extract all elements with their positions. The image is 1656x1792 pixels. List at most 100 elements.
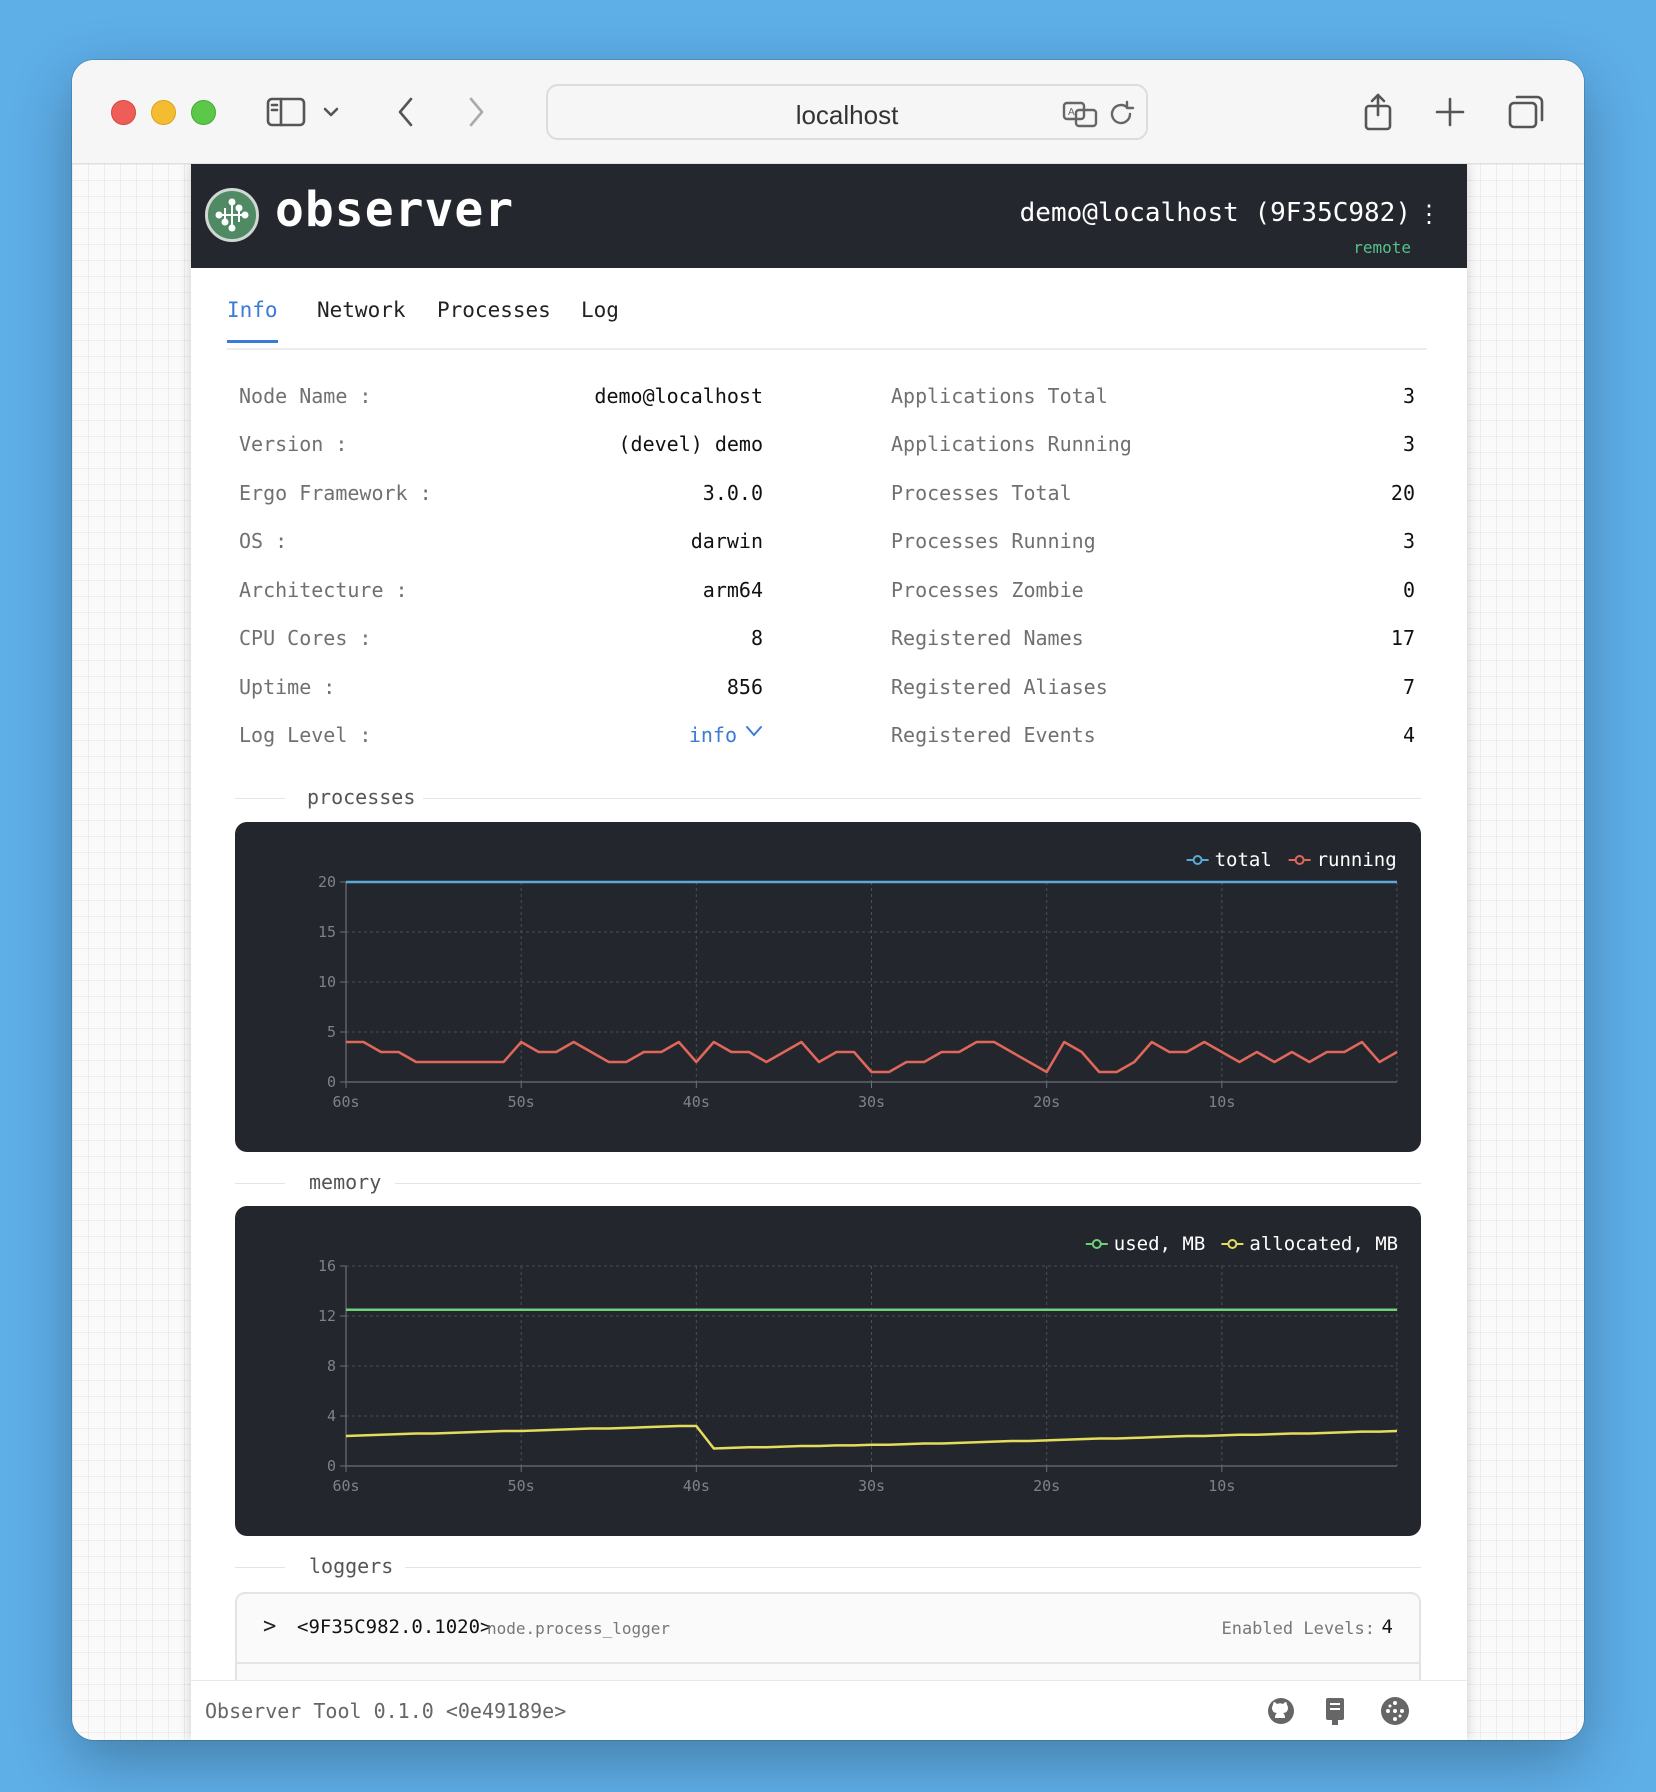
expand-chevron-icon[interactable]: > (263, 1614, 277, 1639)
info-label: Processes Total (891, 481, 1072, 505)
info-processes-total: Processes Total 20 (891, 481, 1415, 511)
info-version: Version : (devel) demo (239, 432, 763, 462)
legend-label: total (1215, 849, 1272, 871)
x-tick-label: 60s (332, 1093, 359, 1111)
legend-item[interactable]: used, MB (1085, 1233, 1206, 1255)
info-value: 4 (1402, 723, 1415, 747)
translate-icon[interactable]: A (1062, 96, 1098, 132)
legend-item[interactable]: allocated, MB (1221, 1233, 1398, 1255)
info-value: demo@localhost (594, 384, 763, 408)
y-tick-label: 0 (327, 1457, 336, 1475)
reload-icon[interactable] (1104, 96, 1140, 132)
observer-logo-icon[interactable] (205, 188, 259, 242)
info-value: 3.0.0 (702, 481, 763, 505)
close-window-button[interactable] (111, 100, 136, 125)
info-label: Log Level : (239, 723, 372, 747)
app-brand: observer (275, 182, 515, 238)
info-label: Uptime : (239, 675, 336, 699)
x-tick-label: 50s (508, 1093, 535, 1111)
info-node-name: Node Name : demo@localhost (239, 384, 763, 414)
x-tick-label: 60s (332, 1477, 359, 1495)
info-value: 17 (1390, 626, 1415, 650)
tab-processes[interactable]: Processes (437, 298, 551, 322)
legend-label: allocated, MB (1249, 1233, 1398, 1255)
minimize-window-button[interactable] (151, 100, 176, 125)
y-tick-label: 8 (327, 1357, 336, 1375)
info-label: Node Name : (239, 384, 372, 408)
svg-text:A: A (1068, 107, 1075, 118)
log-level-select[interactable]: info (688, 723, 737, 747)
info-value: darwin (690, 529, 763, 553)
back-icon[interactable] (380, 86, 432, 138)
info-processes-running: Processes Running 3 (891, 529, 1415, 559)
new-tab-icon[interactable] (1424, 86, 1476, 138)
info-processes-zombie: Processes Zombie 0 (891, 578, 1415, 608)
tab-network[interactable]: Network (317, 298, 406, 322)
node-identifier: demo@localhost (9F35C982) (1019, 198, 1411, 228)
info-value: arm64 (702, 578, 763, 602)
info-architecture: Architecture : arm64 (239, 578, 763, 608)
tab-info[interactable]: Info (227, 298, 278, 343)
section-title: memory (309, 1170, 382, 1194)
tab-log[interactable]: Log (581, 298, 619, 322)
y-tick-label: 0 (327, 1073, 336, 1091)
kebab-menu-icon[interactable]: ⋮ (1417, 200, 1441, 228)
github-icon[interactable] (1263, 1693, 1299, 1729)
docs-icon[interactable] (1317, 1693, 1353, 1729)
sidebar-icon[interactable] (260, 86, 312, 138)
info-value: 3 (1402, 529, 1415, 553)
info-registered-events: Registered Events 4 (891, 723, 1415, 753)
info-value: 0 (1402, 578, 1415, 602)
info-os: OS : darwin (239, 529, 763, 559)
chart-svg: 0 4 8 12 16 60s 50s 40s 30s 20s 10s allocated, MB us… (318, 1233, 1398, 1495)
tabs-overview-icon[interactable] (1500, 86, 1552, 138)
info-value: 7 (1402, 675, 1415, 699)
section-title: loggers (309, 1554, 394, 1578)
x-tick-label: 40s (683, 1477, 710, 1495)
share-icon[interactable] (1352, 86, 1404, 138)
series-line-running (346, 1040, 1398, 1074)
observer-app: observer demo@localhost (9F35C982) remot… (191, 164, 1467, 1740)
y-tick-label: 15 (318, 923, 336, 941)
info-log-level: Log Level : info (239, 723, 763, 753)
info-registered-names: Registered Names 17 (891, 626, 1415, 656)
address-bar[interactable]: localhost A (546, 84, 1148, 140)
legend-item[interactable]: running (1288, 849, 1397, 871)
app-header: observer demo@localhost (9F35C982) remot… (191, 164, 1467, 268)
info-label: Architecture : (239, 578, 408, 602)
y-tick-label: 12 (318, 1307, 336, 1325)
legend-label: used, MB (1114, 1233, 1206, 1255)
chevron-down-icon[interactable] (316, 86, 346, 138)
legend-item[interactable]: total (1186, 849, 1272, 871)
ergo-logo-icon[interactable] (1377, 1693, 1413, 1729)
info-label: Applications Running (891, 432, 1132, 456)
connection-mode-badge: remote (1353, 238, 1411, 257)
enabled-levels-count: 4 (1381, 1616, 1393, 1638)
tool-version: Observer Tool 0.1.0 <0e49189e> (205, 1699, 567, 1723)
x-tick-label: 30s (858, 1093, 885, 1111)
y-tick-label: 4 (327, 1407, 336, 1425)
x-tick-label: 10s (1208, 1093, 1235, 1111)
info-value: 20 (1390, 481, 1415, 505)
logger-name: node.process_logger (487, 1619, 671, 1638)
browser-toolbar: localhost A (72, 60, 1584, 164)
section-memory: memory (235, 1168, 1421, 1198)
zoom-window-button[interactable] (191, 100, 216, 125)
processes-chart: 0 5 10 15 20 60s 50s 40s 30s 20s 10s running total (235, 822, 1421, 1152)
browser-window: localhost A (72, 60, 1584, 1740)
logger-row[interactable]: > <9F35C982.0.1020> node.process_logger … (237, 1594, 1419, 1664)
info-label: Processes Zombie (891, 578, 1084, 602)
memory-chart: 0 4 8 12 16 60s 50s 40s 30s 20s 10s allocated, MB us… (235, 1206, 1421, 1536)
chart-svg: 0 5 10 15 20 60s 50s 40s 30s 20s 10s running total (318, 849, 1398, 1111)
url-text: localhost (795, 100, 899, 130)
chevron-down-icon[interactable] (745, 721, 763, 748)
y-tick-label: 20 (318, 873, 336, 891)
info-registered-aliases: Registered Aliases 7 (891, 675, 1415, 705)
tab-bar: Info Network Processes Log (227, 298, 1427, 350)
info-value: 3 (1402, 384, 1415, 408)
section-processes: processes (235, 783, 1421, 813)
logger-pid: <9F35C982.0.1020> (297, 1616, 492, 1638)
x-tick-label: 40s (683, 1093, 710, 1111)
info-label: Registered Names (891, 626, 1084, 650)
app-footer: Observer Tool 0.1.0 <0e49189e> (191, 1680, 1467, 1740)
